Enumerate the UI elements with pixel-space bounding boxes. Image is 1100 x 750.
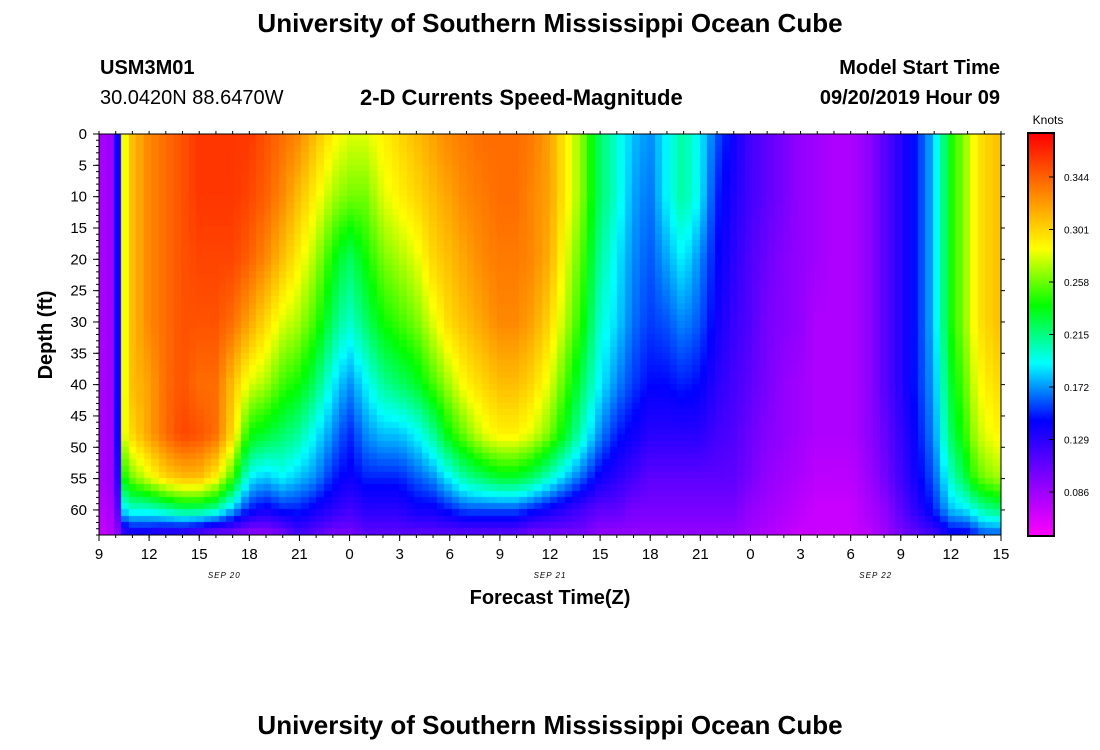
y-tick-label: 50 [70, 439, 87, 456]
model-start-label: Model Start Time [839, 57, 1000, 79]
y-tick-label: 20 [70, 251, 87, 268]
y-tick-label: 45 [70, 408, 87, 425]
x-tick-label: 21 [692, 546, 709, 563]
colorbar-tick-label: 0.258 [1064, 278, 1089, 289]
colorbar-tick-label: 0.129 [1064, 436, 1089, 447]
x-tick-label: 6 [846, 546, 854, 563]
speed-heatmap [99, 134, 1001, 535]
x-tick-label: 0 [746, 546, 754, 563]
x-tick-label: 3 [796, 546, 804, 563]
colorbar-tick-label: 0.301 [1064, 225, 1089, 236]
x-tick-label: 15 [993, 546, 1010, 563]
page-title-bottom: University of Southern Mississippi Ocean… [257, 710, 843, 740]
date-label: SEP 22 [859, 571, 892, 580]
colorbar-tick-label: 0.344 [1064, 173, 1089, 184]
x-tick-label: 12 [943, 546, 960, 563]
y-tick-label: 15 [70, 220, 87, 237]
x-tick-label: 18 [241, 546, 258, 563]
x-tick-label: 9 [95, 546, 103, 563]
x-axis-label: Forecast Time(Z) [470, 587, 631, 609]
colorbar-label: Knots [1033, 113, 1064, 127]
x-tick-label: 21 [291, 546, 308, 563]
date-label: SEP 20 [208, 571, 241, 580]
colorbar-tick-label: 0.215 [1064, 331, 1089, 342]
x-tick-label: 9 [897, 546, 905, 563]
x-tick-label: 3 [395, 546, 403, 563]
x-tick-label: 18 [642, 546, 659, 563]
x-tick-label: 12 [542, 546, 559, 563]
date-label: SEP 21 [534, 571, 567, 580]
x-tick-label: 15 [191, 546, 208, 563]
y-tick-label: 60 [70, 502, 87, 519]
colorbar-tick-label: 0.086 [1064, 488, 1089, 499]
y-tick-label: 30 [70, 314, 87, 331]
x-tick-label: 6 [446, 546, 454, 563]
x-tick-label: 12 [141, 546, 158, 563]
y-tick-label: 40 [70, 377, 87, 394]
y-tick-label: 5 [79, 157, 87, 174]
station-coords: 30.0420N 88.6470W [100, 87, 284, 109]
page-title: University of Southern Mississippi Ocean… [257, 8, 843, 38]
plot-frame [98, 133, 1002, 536]
x-tick-label: 15 [592, 546, 609, 563]
plot-title: 2-D Currents Speed-Magnitude [360, 85, 683, 110]
x-tick-label: 0 [345, 546, 353, 563]
y-tick-label: 0 [79, 126, 87, 143]
x-tick-label: 9 [496, 546, 504, 563]
colorbar-tick-label: 0.172 [1064, 383, 1089, 394]
y-tick-label: 25 [70, 283, 87, 300]
y-tick-label: 35 [70, 345, 87, 362]
station-id: USM3M01 [100, 57, 195, 79]
model-start-value: 09/20/2019 Hour 09 [819, 87, 1000, 109]
y-tick-label: 55 [70, 471, 87, 488]
y-axis-label: Depth (ft) [35, 291, 57, 380]
y-tick-label: 10 [70, 189, 87, 206]
